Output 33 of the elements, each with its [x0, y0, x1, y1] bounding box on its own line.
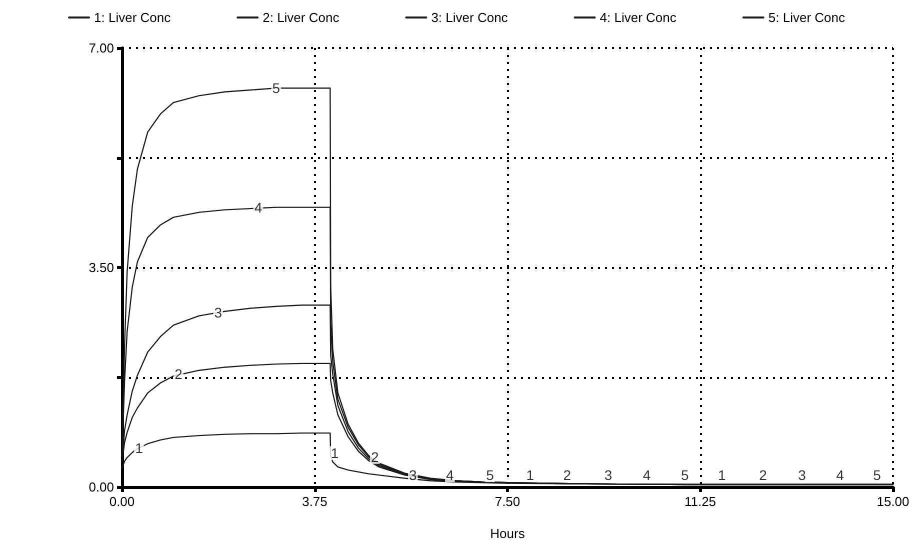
legend-label: 2: Liver Conc [262, 10, 340, 25]
legend-label: 5: Liver Conc [768, 10, 846, 25]
x-tick-label: 0.00 [109, 494, 135, 509]
y-tick-label: 3.50 [88, 260, 114, 275]
annotation: 3 [798, 467, 806, 484]
annotation: 5 [486, 467, 494, 484]
annotation: 5 [873, 467, 882, 484]
y-tick-label: 7.00 [88, 40, 114, 56]
annotation: 2 [370, 448, 379, 465]
x-tick-label: 7.50 [494, 494, 520, 509]
annotation: 4 [642, 467, 651, 484]
legend-label: 3: Liver Conc [431, 10, 508, 25]
x-tick-label: 15.00 [876, 494, 910, 509]
annotation: 1 [330, 445, 339, 462]
legend-label: 4: Liver Conc [600, 10, 677, 25]
annotation: 4 [254, 199, 262, 216]
annotation: 4 [836, 467, 844, 484]
annotation: 5 [680, 467, 689, 484]
annotation: 3 [214, 304, 222, 321]
annotation: 2 [759, 467, 768, 484]
annotation: 5 [272, 80, 280, 96]
legend-label: 1: Liver Conc [94, 10, 172, 25]
annotation: 1 [526, 467, 534, 484]
annotation: 3 [409, 467, 418, 484]
annotation: 2 [563, 467, 572, 484]
annotation: 1 [718, 467, 726, 484]
annotation: 2 [174, 366, 183, 382]
x-tick-label: 3.75 [302, 494, 328, 509]
annotation: 3 [604, 467, 612, 484]
annotation: 4 [446, 467, 454, 484]
y-tick-label: 0.00 [88, 480, 114, 494]
x-tick-label: 11.25 [684, 494, 716, 509]
x-axis-title: Hours [490, 526, 526, 541]
